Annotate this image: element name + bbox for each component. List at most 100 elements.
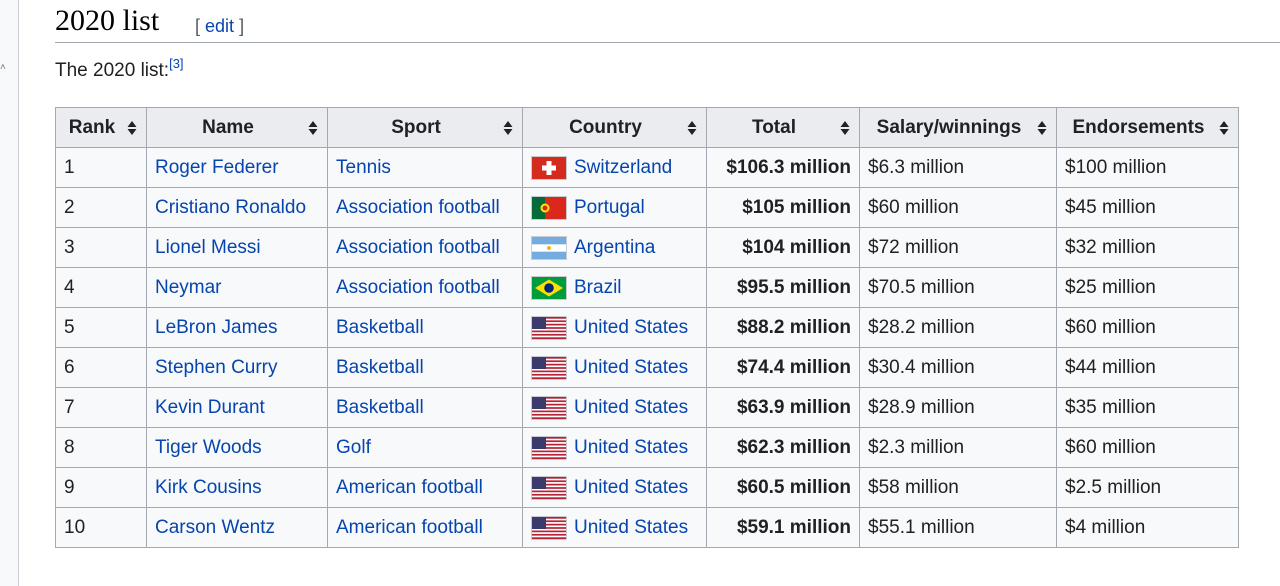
- table-row: 1 Roger Federer Tennis Switzerland $106.3 mi…: [55, 147, 1239, 188]
- table-row: 2 Cristiano Ronaldo Association football Po…: [55, 187, 1239, 228]
- endorsements-cell: $32 million: [1056, 227, 1239, 268]
- sport-link[interactable]: Basketball: [336, 356, 424, 378]
- endorsements-cell: $100 million: [1056, 147, 1239, 188]
- country-link[interactable]: United States: [574, 396, 689, 418]
- athlete-link[interactable]: Stephen Curry: [155, 356, 278, 378]
- sport-link[interactable]: Basketball: [336, 316, 424, 338]
- country-cell: United States: [522, 427, 707, 468]
- usa-flag-icon: [531, 355, 567, 380]
- reference-link[interactable]: [3]: [169, 56, 184, 71]
- sport-cell: Association football: [327, 267, 523, 308]
- country-link[interactable]: United States: [574, 316, 689, 338]
- athlete-link[interactable]: Cristiano Ronaldo: [155, 196, 307, 218]
- name-cell: Tiger Woods: [146, 427, 328, 468]
- athlete-link[interactable]: Kevin Durant: [155, 396, 265, 418]
- salary-cell: $72 million: [859, 227, 1057, 268]
- sport-cell: Basketball: [327, 347, 523, 388]
- earnings-table: Rank Name Sport Country Total Salary/winnings…: [55, 107, 1239, 548]
- country-cell: United States: [522, 347, 707, 388]
- rank-cell: 3: [55, 227, 147, 268]
- endorsements-cell: $4 million: [1056, 507, 1239, 548]
- athlete-link[interactable]: Kirk Cousins: [155, 476, 262, 498]
- rank-cell: 7: [55, 387, 147, 428]
- table-row: 7 Kevin Durant Basketball United States $63.…: [55, 387, 1239, 428]
- usa-flag-icon: [531, 315, 567, 340]
- total-cell: $95.5 million: [706, 267, 860, 308]
- sort-arrows-icon[interactable]: [503, 120, 513, 136]
- salary-cell: $60 million: [859, 187, 1057, 228]
- salary-cell: $28.9 million: [859, 387, 1057, 428]
- sport-cell: American football: [327, 467, 523, 508]
- usa-flag-icon: [531, 435, 567, 460]
- portugal-flag-icon: [531, 195, 567, 220]
- table-body: 1 Roger Federer Tennis Switzerland $106.3 mi…: [55, 147, 1239, 548]
- salary-cell: $55.1 million: [859, 507, 1057, 548]
- column-header-country[interactable]: Country: [522, 107, 707, 148]
- column-header-endorsements[interactable]: Endorsements: [1056, 107, 1239, 148]
- collapse-arrow-icon[interactable]: ˄: [0, 62, 6, 73]
- name-cell: LeBron James: [146, 307, 328, 348]
- sport-link[interactable]: Association football: [336, 276, 500, 298]
- name-cell: Kirk Cousins: [146, 467, 328, 508]
- sport-link[interactable]: American football: [336, 476, 483, 498]
- edit-link[interactable]: edit: [205, 16, 235, 36]
- switzerland-flag-icon: [531, 155, 567, 180]
- salary-cell: $30.4 million: [859, 347, 1057, 388]
- athlete-link[interactable]: LeBron James: [155, 316, 278, 338]
- sort-arrows-icon[interactable]: [840, 120, 850, 136]
- country-link[interactable]: United States: [574, 476, 689, 498]
- rank-cell: 10: [55, 507, 147, 548]
- name-cell: Lionel Messi: [146, 227, 328, 268]
- athlete-link[interactable]: Lionel Messi: [155, 236, 261, 258]
- table-header-row: Rank Name Sport Country Total Salary/winnings…: [55, 107, 1239, 148]
- table-row: 3 Lionel Messi Association football Argenti…: [55, 227, 1239, 268]
- athlete-link[interactable]: Neymar: [155, 276, 222, 298]
- athlete-link[interactable]: Roger Federer: [155, 156, 279, 178]
- salary-cell: $28.2 million: [859, 307, 1057, 348]
- sport-cell: Basketball: [327, 387, 523, 428]
- country-link[interactable]: Brazil: [574, 276, 622, 298]
- sport-link[interactable]: Tennis: [336, 156, 391, 178]
- sport-link[interactable]: American football: [336, 516, 483, 538]
- column-header-total[interactable]: Total: [706, 107, 860, 148]
- sort-arrows-icon[interactable]: [1037, 120, 1047, 136]
- country-link[interactable]: Portugal: [574, 196, 645, 218]
- country-cell: United States: [522, 307, 707, 348]
- table-row: 6 Stephen Curry Basketball United States $74…: [55, 347, 1239, 388]
- country-link[interactable]: United States: [574, 436, 689, 458]
- sport-link[interactable]: Basketball: [336, 396, 424, 418]
- salary-cell: $2.3 million: [859, 427, 1057, 468]
- sport-link[interactable]: Golf: [336, 436, 371, 458]
- country-cell: United States: [522, 467, 707, 508]
- total-cell: $106.3 million: [706, 147, 860, 188]
- sort-arrows-icon[interactable]: [308, 120, 318, 136]
- rank-cell: 5: [55, 307, 147, 348]
- sort-arrows-icon[interactable]: [687, 120, 697, 136]
- country-link[interactable]: United States: [574, 356, 689, 378]
- usa-flag-icon: [531, 395, 567, 420]
- country-link[interactable]: United States: [574, 516, 689, 538]
- country-cell: Switzerland: [522, 147, 707, 188]
- usa-flag-icon: [531, 475, 567, 500]
- table-row: 8 Tiger Woods Golf United States $62.3 milli…: [55, 427, 1239, 468]
- sport-cell: Basketball: [327, 307, 523, 348]
- athlete-link[interactable]: Tiger Woods: [155, 436, 262, 458]
- section-heading: 2020 list [ edit ]: [55, 0, 1280, 43]
- country-cell: Brazil: [522, 267, 707, 308]
- country-link[interactable]: Switzerland: [574, 156, 673, 178]
- column-header-salary[interactable]: Salary/winnings: [859, 107, 1057, 148]
- total-cell: $104 million: [706, 227, 860, 268]
- total-cell: $88.2 million: [706, 307, 860, 348]
- column-header-name[interactable]: Name: [146, 107, 328, 148]
- sort-arrows-icon[interactable]: [1219, 120, 1229, 136]
- sport-link[interactable]: Association football: [336, 236, 500, 258]
- sort-arrows-icon[interactable]: [127, 120, 137, 136]
- athlete-link[interactable]: Carson Wentz: [155, 516, 276, 538]
- name-cell: Stephen Curry: [146, 347, 328, 388]
- country-link[interactable]: Argentina: [574, 236, 656, 258]
- sport-link[interactable]: Association football: [336, 196, 500, 218]
- table-row: 5 LeBron James Basketball United States $88.…: [55, 307, 1239, 348]
- sport-cell: Golf: [327, 427, 523, 468]
- column-header-rank[interactable]: Rank: [55, 107, 147, 148]
- column-header-sport[interactable]: Sport: [327, 107, 523, 148]
